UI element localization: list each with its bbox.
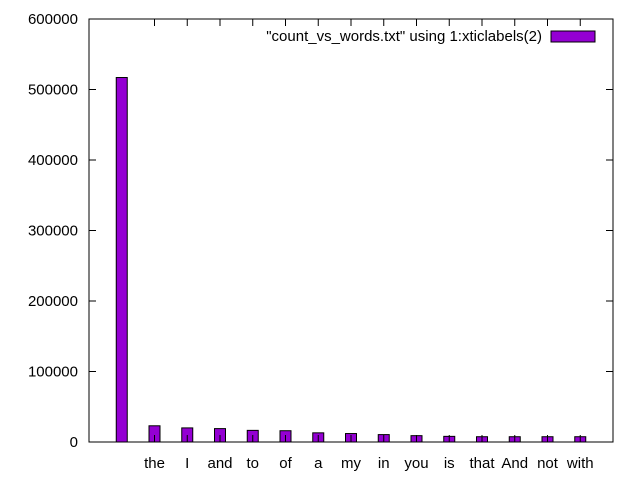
bars	[115, 77, 587, 443]
y-tick-label: 100000	[28, 364, 78, 381]
x-tick-label: the	[144, 455, 165, 472]
x-tick-label: that	[469, 455, 495, 472]
x-tick-label: is	[444, 455, 455, 472]
bar	[115, 77, 128, 443]
y-tick-label: 600000	[28, 11, 78, 28]
x-tick-label: to	[246, 455, 259, 472]
x-tick-label: And	[501, 455, 528, 472]
x-tick-label: in	[378, 455, 390, 472]
legend: "count_vs_words.txt" using 1:xticlabels(…	[266, 28, 596, 45]
legend-swatch	[550, 30, 596, 43]
y-tick-label: 400000	[28, 152, 78, 169]
x-tick-label: my	[341, 455, 361, 472]
legend-label: "count_vs_words.txt" using 1:xticlabels(…	[266, 28, 542, 45]
plot-frame	[88, 18, 614, 443]
x-tick-label: and	[207, 455, 232, 472]
x-tick-label: a	[314, 455, 323, 472]
y-tick-label: 0	[70, 434, 78, 451]
x-tick-label: you	[404, 455, 428, 472]
y-axis: 0 100000 200000 300000 400000 500000 600000	[28, 11, 613, 451]
y-tick-label: 200000	[28, 293, 78, 310]
x-tick-label: I	[185, 455, 189, 472]
x-tick-label: of	[279, 455, 292, 472]
y-tick-label: 300000	[28, 223, 78, 240]
x-tick-label: with	[566, 455, 594, 472]
y-tick-label: 500000	[28, 82, 78, 99]
x-tick-label: not	[537, 455, 559, 472]
